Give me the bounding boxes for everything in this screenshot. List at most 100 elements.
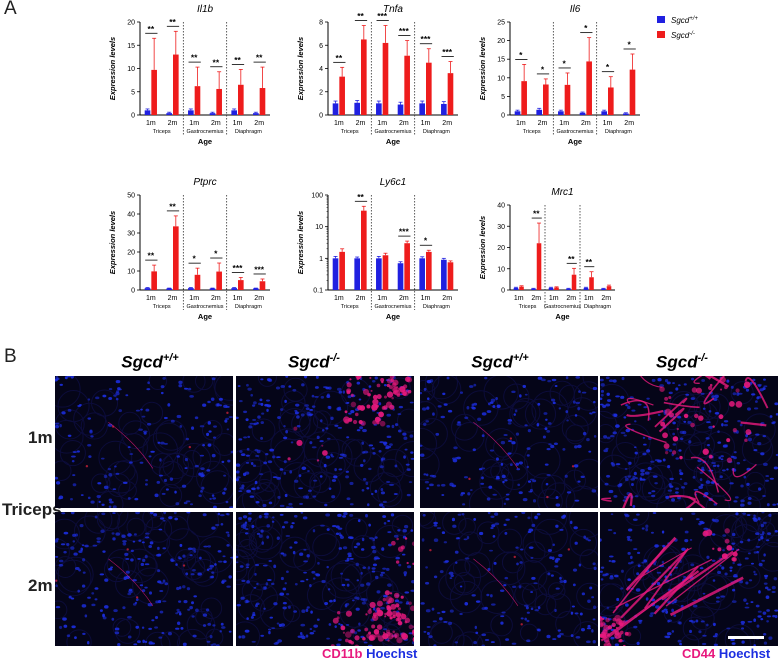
marker-signal <box>342 631 346 634</box>
nucleus <box>148 627 153 630</box>
fiber-outline <box>241 482 276 508</box>
fiber-outline <box>730 524 760 553</box>
nucleus <box>347 555 351 558</box>
marker-signal <box>350 640 354 645</box>
nucleus <box>386 480 391 484</box>
marker-signal <box>732 557 737 562</box>
nucleus <box>559 632 564 636</box>
nucleus <box>600 403 604 406</box>
marker-signal <box>622 644 626 646</box>
nucleus <box>755 604 760 608</box>
nucleus <box>420 444 423 447</box>
marker-signal <box>404 620 408 624</box>
nucleus <box>689 629 693 634</box>
nucleus <box>740 620 746 624</box>
marker-signal <box>376 609 384 617</box>
nucleus <box>294 411 299 415</box>
micrograph-cd11b-mutant-1m <box>236 376 414 508</box>
nucleus <box>501 611 506 614</box>
significance-label: * <box>214 249 218 259</box>
nucleus <box>717 441 722 444</box>
nucleus <box>263 607 266 610</box>
nucleus <box>426 626 431 628</box>
nucleus <box>251 614 256 617</box>
bar-control <box>166 113 172 115</box>
nucleus <box>214 563 217 566</box>
bar-control <box>419 258 425 290</box>
nucleus <box>661 610 665 613</box>
nucleus <box>211 494 215 497</box>
nucleus <box>551 378 557 382</box>
nucleus <box>554 565 559 568</box>
fiber-outline <box>84 512 113 534</box>
nucleus <box>111 532 115 535</box>
nucleus <box>637 564 641 568</box>
nucleus <box>356 429 361 432</box>
nucleus <box>67 408 72 412</box>
nucleus <box>581 592 586 596</box>
nucleus <box>774 402 778 406</box>
nucleus <box>530 591 534 593</box>
nucleus <box>582 431 587 436</box>
nucleus <box>403 455 406 459</box>
significance-label: *** <box>442 47 453 57</box>
nucleus <box>213 425 217 428</box>
nucleus <box>133 643 138 646</box>
nucleus <box>758 384 761 388</box>
nucleus <box>55 481 61 485</box>
nucleus <box>600 578 604 581</box>
bar-control <box>397 263 404 290</box>
nucleus <box>74 636 77 640</box>
bar-control <box>579 112 586 115</box>
micrograph-background <box>55 376 233 508</box>
fiber-outline <box>547 582 566 600</box>
nucleus <box>477 417 482 422</box>
chart-title: Il1b <box>197 4 214 15</box>
marker-signal <box>663 443 670 450</box>
marker-signal <box>404 537 408 540</box>
fiber-outline <box>541 475 566 499</box>
nucleus <box>256 582 259 586</box>
marker-signal <box>745 429 752 435</box>
nucleus <box>220 522 224 526</box>
significance-label: *** <box>377 11 388 21</box>
nucleus <box>149 512 154 515</box>
marker-signal <box>372 398 379 406</box>
micrograph-cd11b-mutant-2m <box>236 512 414 646</box>
nucleus <box>531 576 536 580</box>
nucleus <box>720 455 724 458</box>
nucleus <box>252 611 256 615</box>
marker-signal <box>392 614 396 619</box>
fiber-outline <box>695 461 721 487</box>
nucleus <box>755 532 760 536</box>
fiber-outline <box>55 419 84 454</box>
nucleus <box>319 440 324 443</box>
nucleus <box>654 544 659 548</box>
fiber-outline <box>469 486 504 508</box>
nucleus <box>536 628 540 632</box>
fiber-outline <box>325 562 362 599</box>
nucleus <box>283 460 287 464</box>
fiber-outline <box>97 512 129 530</box>
nucleus <box>740 484 744 488</box>
nucleus <box>301 635 306 640</box>
nucleus <box>72 474 76 477</box>
marker-signal <box>612 617 617 622</box>
fiber-outline <box>144 631 171 646</box>
nucleus <box>175 627 180 630</box>
marker-signal <box>719 388 723 391</box>
nucleus <box>326 437 331 440</box>
nucleus <box>722 549 725 552</box>
nucleus <box>609 576 614 580</box>
nucleus <box>158 636 163 639</box>
nucleus <box>97 482 102 485</box>
y-tick-label: 15 <box>127 43 135 50</box>
marker-signal <box>366 633 372 639</box>
nucleus <box>487 512 491 515</box>
fiber-outline <box>186 512 219 538</box>
nucleus <box>163 512 167 515</box>
nucleus <box>181 484 187 488</box>
nucleus <box>411 579 414 584</box>
nucleus <box>457 537 460 540</box>
nucleus <box>747 497 752 500</box>
